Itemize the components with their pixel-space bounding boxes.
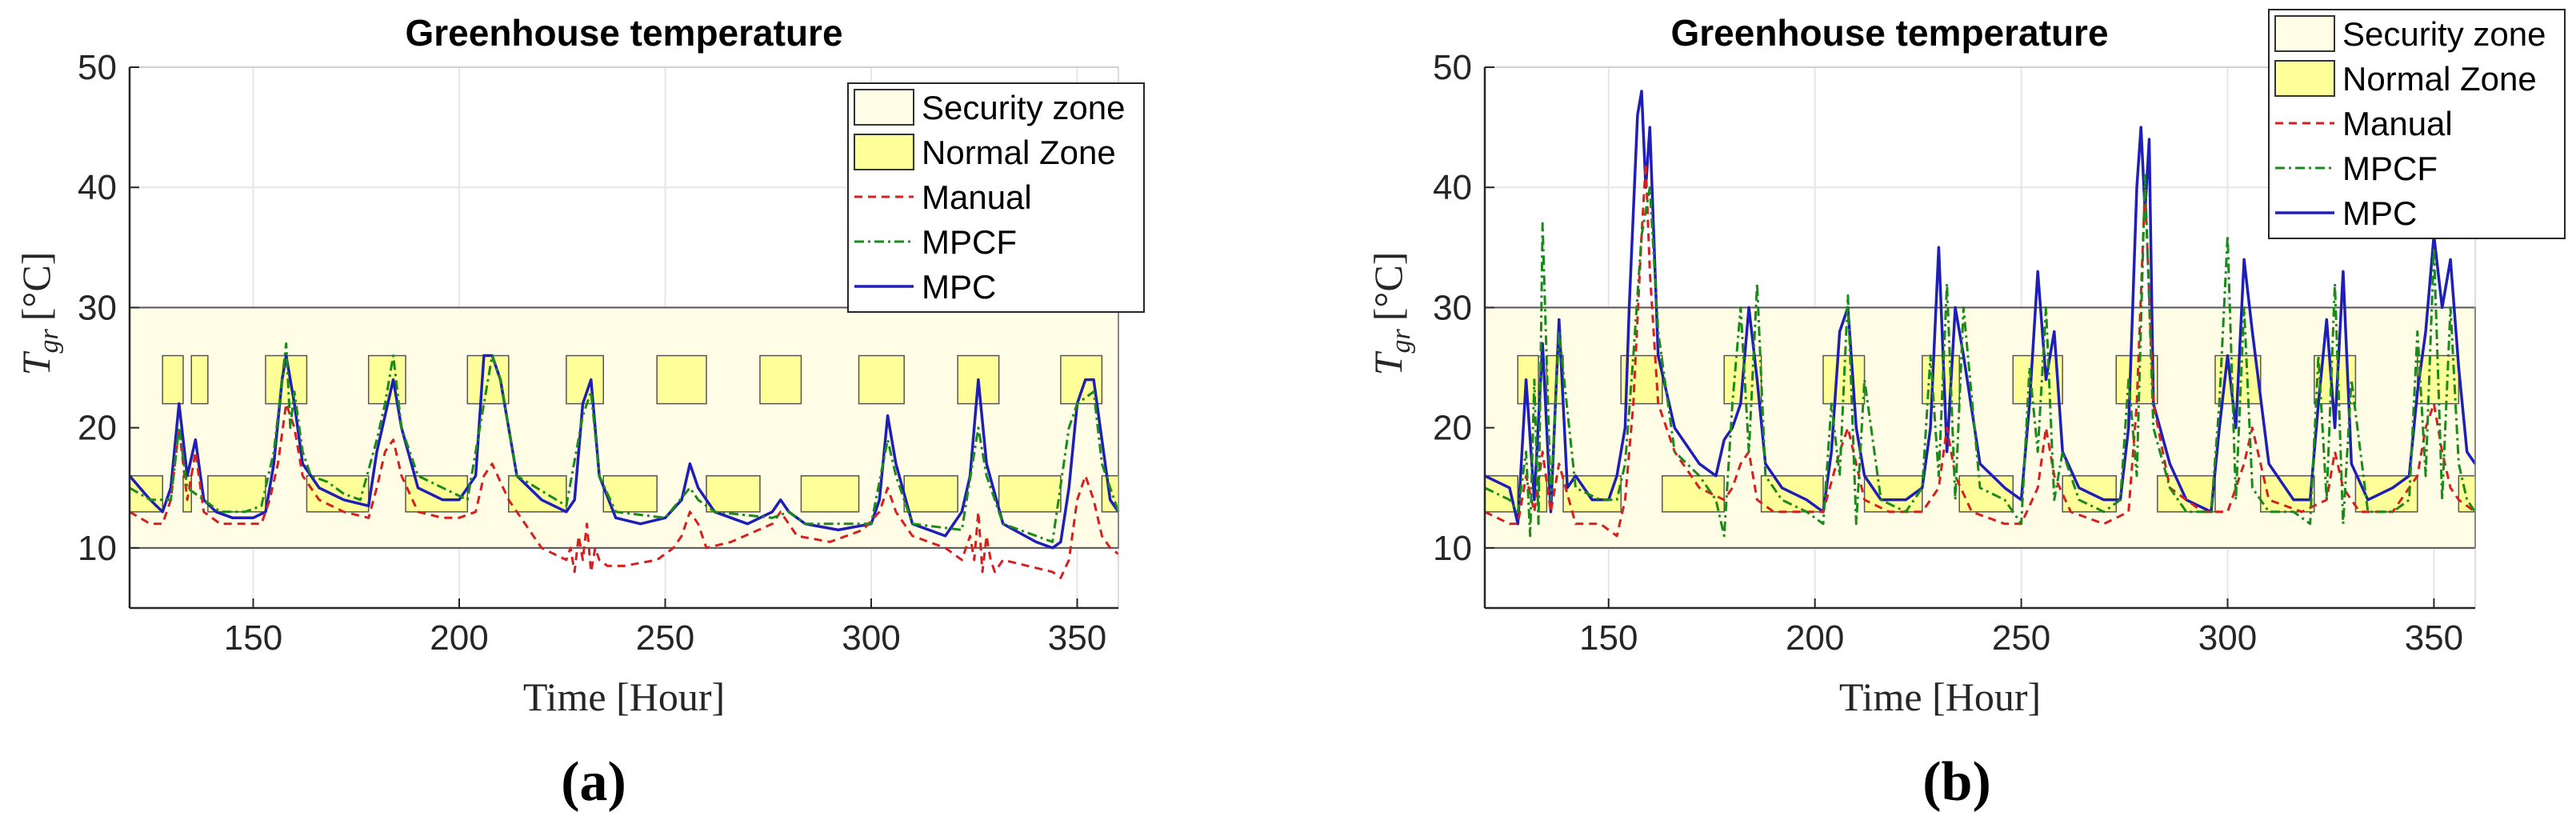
chart-panel-a: 150 200 250 300 350 10 20 30 40 50 Greenhouse tem… <box>14 12 1145 813</box>
legend-label-normal-zone-b: Normal Zone <box>2342 60 2537 98</box>
normal-zone-night-8 <box>800 475 860 513</box>
y-tick-label-30: 30 <box>78 288 117 327</box>
legend-label-security-zone-b: Security zone <box>2342 15 2546 53</box>
y-axis-label-unit-b: [°C] <box>1366 252 1410 322</box>
legend-label-manual-a: Manual <box>922 178 1032 216</box>
normal-zone-night-6 <box>1958 475 2014 513</box>
x-axis-label-a: Time [Hour] <box>523 674 725 719</box>
normal-zone-night-9 <box>903 475 958 513</box>
y-axis-label-unit-a: [°C] <box>14 252 58 322</box>
legend-label-mpc-b: MPC <box>2342 194 2417 232</box>
y-tick-label-50: 50 <box>78 48 117 87</box>
panel-label-b: (b) <box>1922 751 1991 813</box>
x-axis-label-b: Time [Hour] <box>1839 674 2041 719</box>
legend-a: Security zone Normal Zone Manual MPCF MPC <box>847 82 1145 313</box>
x-tick-label-200: 200 <box>1786 618 1844 658</box>
series-a <box>128 342 1120 579</box>
legend-label-security-zone-a: Security zone <box>922 89 1125 126</box>
x-tick-label-350: 350 <box>1048 618 1106 658</box>
y-tick-label-20: 20 <box>78 409 117 448</box>
x-tick-label-350: 350 <box>2405 618 2463 658</box>
normal-zone-day-8 <box>858 354 905 405</box>
normal-zone-night-8 <box>2157 475 2216 513</box>
normal-zone-day-1 <box>190 354 209 405</box>
y-axis-label-sub-a: gr <box>34 329 64 354</box>
normal-zone-night-7 <box>706 475 761 513</box>
normal-zone-day-4 <box>1822 354 1866 405</box>
y-axis-label-base-a: T <box>14 350 58 375</box>
y-axis-label-base-b: T <box>1366 350 1410 375</box>
normal-zone-night-3 <box>1662 475 1725 513</box>
chart-title-a: Greenhouse temperature <box>405 12 842 54</box>
series-manual-a <box>129 402 1119 579</box>
legend-label-manual-b: Manual <box>2342 105 2453 142</box>
legend-label-mpcf-a: MPCF <box>922 223 1017 261</box>
legend-label-mpc-a: MPC <box>922 268 996 306</box>
panel-label-a: (a) <box>561 751 626 813</box>
series-b <box>1484 90 2477 538</box>
legend-label-mpcf-b: MPCF <box>2342 150 2438 187</box>
y-tick-label-40: 40 <box>1433 168 1472 207</box>
y-axis-label-sub-b: gr <box>1386 329 1416 354</box>
axis-ticks-b: 150 200 250 300 350 10 20 30 40 50 <box>1433 48 2475 658</box>
y-tick-label-20: 20 <box>1433 409 1472 448</box>
y-tick-label-50: 50 <box>1433 48 1472 87</box>
series-mpcf-a <box>129 342 1120 543</box>
legend-swatch-normal-zone-a <box>854 134 914 170</box>
normal-zone-night-3 <box>306 475 370 513</box>
x-tick-label-250: 250 <box>1992 618 2050 658</box>
chart-title-b: Greenhouse temperature <box>1670 12 2108 54</box>
normal-zone-day-6 <box>656 354 707 405</box>
legend-swatch-security-zone-a <box>854 89 914 126</box>
normal-zone-night-2 <box>207 475 266 513</box>
axis-ticks-a: 150 200 250 300 350 10 20 30 40 50 <box>78 48 1118 658</box>
y-tick-label-30: 30 <box>1433 288 1472 327</box>
x-tick-label-300: 300 <box>842 618 900 658</box>
legend-b: Security zone Normal Zone Manual MPCF MPC <box>2268 9 2566 239</box>
y-tick-label-10: 10 <box>1433 529 1472 568</box>
normal-zone-night-1 <box>1538 475 1548 513</box>
normal-zone-day-7 <box>759 354 802 405</box>
x-tick-label-250: 250 <box>636 618 694 658</box>
normal-zone-day-0 <box>162 354 184 405</box>
x-tick-label-150: 150 <box>224 618 282 658</box>
y-tick-label-10: 10 <box>78 529 117 568</box>
x-tick-label-300: 300 <box>2198 618 2257 658</box>
x-tick-label-150: 150 <box>1579 618 1638 658</box>
legend-label-normal-zone-a: Normal Zone <box>922 134 1116 171</box>
legend-swatch-normal-zone-b <box>2274 60 2335 97</box>
y-axis-label-a: Tgr [°C] <box>14 252 64 376</box>
x-tick-label-200: 200 <box>430 618 488 658</box>
y-axis-label-b: Tgr [°C] <box>1366 252 1416 376</box>
chart-panel-b: 150 200 250 300 350 10 20 30 40 50 Greenhouse tem… <box>1366 9 2566 813</box>
normal-zone-day-6 <box>2012 354 2063 405</box>
y-tick-label-40: 40 <box>78 168 117 207</box>
normal-zone-night-10 <box>998 475 1062 513</box>
series-mpc-a <box>128 354 1120 550</box>
series-mpcf-b <box>1484 174 2477 538</box>
legend-swatch-security-zone-b <box>2274 15 2335 52</box>
